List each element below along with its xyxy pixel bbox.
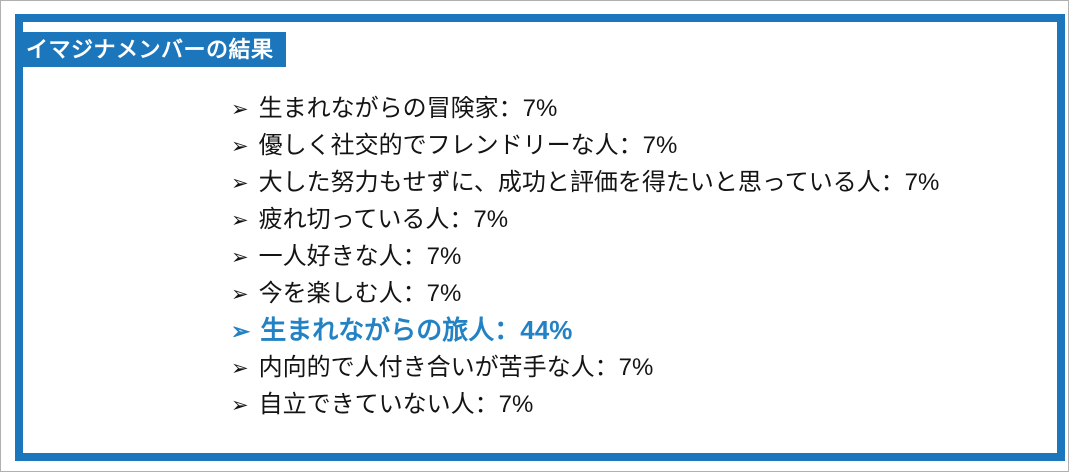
list-item-text: 今を楽しむ人：7% [258,280,462,307]
arrow-bullet-icon: ➢ [231,209,249,232]
list-item-text: 生まれながらの旅人：44% [260,315,573,345]
list-item: ➢ 一人好きな人：7% [231,238,939,275]
arrow-bullet-icon: ➢ [231,357,249,380]
arrow-bullet-icon: ➢ [231,135,249,158]
list-item-text: 一人好きな人：7% [258,243,462,270]
list-item: ➢ 内向的で人付き合いが苦手な人：7% [231,349,939,386]
list-item-text: 生まれながらの冒険家：7% [258,95,558,122]
arrow-bullet-icon: ➢ [231,394,249,417]
list-item-text: 内向的で人付き合いが苦手な人：7% [258,354,654,381]
arrow-bullet-icon: ➢ [231,98,249,121]
list-item: ➢ 今を楽しむ人：7% [231,275,939,312]
slide-border-frame [15,14,1065,461]
arrow-bullet-icon: ➢ [231,318,251,344]
list-item: ➢ 優しく社交的でフレンドリーな人：7% [231,127,939,164]
arrow-bullet-icon: ➢ [231,246,249,269]
title-badge: イマジナメンバーの結果 [15,32,286,67]
arrow-bullet-icon: ➢ [231,172,249,195]
arrow-bullet-icon: ➢ [231,283,249,306]
list-item-text: 疲れ切っている人：7% [258,206,509,233]
results-list: ➢ 生まれながらの冒険家：7% ➢ 優しく社交的でフレンドリーな人：7% ➢ 大した努力も… [231,90,939,423]
list-item: ➢ 生まれながらの旅人：44% [231,312,939,349]
list-item-text: 優しく社交的でフレンドリーな人：7% [258,132,678,159]
list-item: ➢ 生まれながらの冒険家：7% [231,90,939,127]
list-item-text: 大した努力もせずに、成功と評価を得たいと思っている人：7% [258,169,940,196]
list-item: ➢ 疲れ切っている人：7% [231,201,939,238]
list-item: ➢ 大した努力もせずに、成功と評価を得たいと思っている人：7% [231,164,939,201]
list-item: ➢ 自立できていない人：7% [231,386,939,423]
list-item-text: 自立できていない人：7% [258,391,534,418]
